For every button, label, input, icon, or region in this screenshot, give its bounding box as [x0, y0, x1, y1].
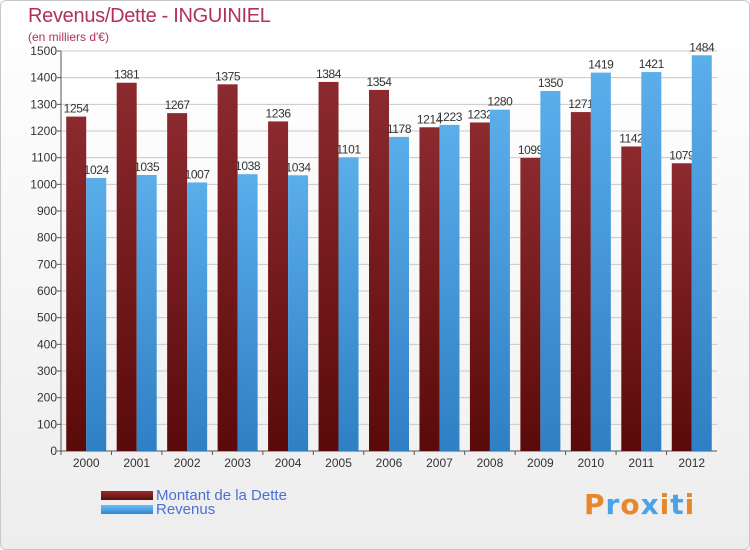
bar-revenus: [641, 72, 662, 452]
x-tick-label: 2006: [376, 456, 403, 470]
bar-revenus: [590, 72, 611, 451]
y-tick-label: 900: [37, 204, 57, 218]
bar-revenus: [187, 182, 208, 451]
y-tick-label: 1000: [30, 177, 57, 191]
x-tick-label: 2011: [628, 456, 654, 470]
bar-dette: [570, 112, 591, 452]
bar-dette: [621, 146, 642, 451]
data-label-revenus: 1101: [336, 142, 361, 156]
legend-label-revenus: Revenus: [156, 500, 216, 518]
legend-label-dette: Montant de la Dette: [156, 486, 287, 504]
data-label-revenus: 1484: [689, 40, 715, 54]
data-label-dette: 1236: [266, 106, 292, 120]
logo-letter: P: [584, 488, 606, 521]
bar-dette: [469, 122, 490, 451]
y-tick-label: 100: [37, 417, 57, 431]
y-tick-label: 400: [37, 337, 57, 351]
y-tick-label: 1500: [30, 44, 57, 58]
data-label-dette: 1384: [316, 67, 342, 81]
x-tick-label: 2010: [577, 456, 604, 470]
bar-dette: [520, 157, 541, 451]
bar-dette: [671, 163, 692, 451]
y-tick-label: 1100: [31, 151, 57, 165]
data-label-dette: 1232: [467, 107, 493, 121]
x-tick-label: 2004: [275, 456, 302, 470]
x-tick-label: 2009: [527, 456, 554, 470]
y-tick-label: 800: [37, 231, 57, 245]
y-tick-label: 0: [50, 444, 57, 458]
data-label-dette: 1375: [215, 69, 241, 83]
legend-swatch-revenus: [101, 504, 153, 514]
bar-dette: [66, 116, 87, 451]
logo-letter: i: [684, 488, 696, 521]
x-tick-label: 2002: [174, 456, 201, 470]
bar-revenus: [389, 136, 409, 451]
legend-item-revenus: Revenus: [101, 500, 216, 518]
data-label-dette: 1267: [165, 98, 191, 112]
x-tick-label: 2001: [123, 456, 150, 470]
legend-item-dette: Montant de la Dette: [101, 486, 287, 504]
x-tick-label: 2012: [678, 456, 705, 470]
data-label-dette: 1254: [64, 102, 90, 116]
data-label-dette: 1099: [518, 143, 544, 157]
bar-revenus: [86, 177, 107, 451]
chart-subtitle: (en milliers d'€): [28, 30, 109, 44]
data-label-revenus: 1419: [588, 58, 614, 72]
y-tick-label: 600: [37, 284, 57, 298]
y-tick-label: 1400: [30, 71, 57, 85]
data-label-dette: 1381: [114, 68, 140, 82]
bar-revenus: [288, 175, 309, 451]
data-label-revenus: 1035: [134, 160, 160, 174]
bar-dette: [217, 84, 238, 451]
y-tick-label: 700: [37, 257, 57, 271]
bar-dette: [268, 121, 289, 452]
logo-letter: o: [620, 488, 641, 521]
data-label-revenus: 1007: [185, 167, 211, 181]
bar-dette: [116, 82, 137, 451]
bar-revenus: [439, 124, 460, 451]
proxiti-logo: Proxiti: [584, 488, 695, 521]
bar-revenus: [136, 175, 157, 451]
data-label-dette: 1079: [669, 148, 695, 162]
bar-revenus: [691, 55, 712, 452]
data-label-revenus: 1034: [286, 160, 312, 174]
logo-letter: r: [605, 488, 621, 521]
data-label-revenus: 1280: [487, 95, 513, 109]
chart-title: Revenus/Dette - INGUINIEL: [28, 5, 271, 27]
y-tick-label: 500: [37, 311, 57, 325]
bar-revenus: [237, 174, 258, 451]
logo-letter: i: [659, 488, 671, 521]
data-label-revenus: 1223: [437, 110, 463, 124]
logo-letter: t: [670, 488, 685, 521]
logo-letter: x: [640, 488, 660, 521]
y-tick-label: 1200: [30, 124, 57, 138]
x-tick-label: 2003: [224, 456, 251, 470]
bar-dette: [419, 127, 440, 452]
data-label-dette: 1214: [417, 112, 443, 126]
data-label-revenus: 1178: [387, 122, 412, 136]
x-tick-label: 2008: [477, 456, 504, 470]
data-label-dette: 1354: [366, 75, 392, 89]
y-tick-label: 1300: [30, 97, 57, 111]
x-tick-label: 2005: [325, 456, 352, 470]
data-label-revenus: 1350: [538, 76, 564, 90]
y-tick-label: 300: [37, 364, 57, 378]
legend-swatch-dette: [101, 490, 153, 500]
data-label-revenus: 1421: [639, 57, 665, 71]
data-label-dette: 1271: [568, 97, 594, 111]
data-label-dette: 1142: [619, 131, 644, 145]
bar-revenus: [489, 109, 510, 452]
data-label-revenus: 1024: [84, 163, 110, 177]
bar-dette: [369, 89, 389, 451]
data-label-revenus: 1038: [235, 159, 261, 173]
bar-dette: [167, 113, 188, 451]
x-tick-label: 2000: [73, 456, 100, 470]
bar-dette: [318, 81, 339, 451]
bar-revenus: [338, 157, 359, 451]
y-tick-label: 200: [37, 391, 57, 405]
bar-revenus: [540, 91, 561, 451]
x-tick-label: 2007: [426, 456, 453, 470]
